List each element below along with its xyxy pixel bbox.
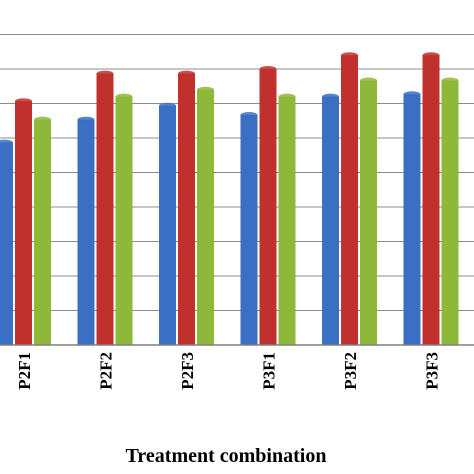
bar-shade-P3F1-s2 — [259, 69, 277, 345]
bar-cap-P2F2-s1 — [77, 116, 95, 123]
bar-cap-P2F2-s3 — [115, 93, 133, 100]
bar-shade-P2F2-s3 — [115, 96, 133, 345]
x-tick-label: P2F3 — [178, 352, 197, 390]
bar-cap-P2F1-s1 — [0, 139, 13, 146]
bar-shade-P3F1-s3 — [278, 96, 296, 345]
bar-shade-P2F1-s1 — [0, 142, 13, 345]
bar-shade-P3F3-s1 — [403, 94, 421, 345]
bars — [0, 52, 459, 345]
bar-cap-P3F3-s3 — [441, 77, 459, 84]
bar-cap-P2F3-s3 — [197, 86, 214, 93]
bar-cap-P2F3-s2 — [178, 70, 195, 77]
bar-shade-P2F1-s3 — [34, 119, 51, 345]
bar-shade-P3F3-s2 — [422, 55, 440, 345]
x-tick-label: P3F3 — [423, 352, 442, 390]
bar-shade-P2F3-s3 — [197, 89, 214, 345]
bar-cap-P3F3-s1 — [403, 91, 421, 98]
bar-shade-P3F2-s1 — [322, 96, 339, 345]
bar-shade-P2F2-s1 — [77, 119, 95, 345]
x-axis-title: Treatment combination — [126, 445, 327, 467]
x-tick-label: P2F2 — [97, 352, 116, 390]
x-tick-label: P3F1 — [260, 352, 279, 390]
x-tick-label: P3F2 — [341, 352, 360, 390]
bar-cap-P3F2-s2 — [341, 52, 358, 59]
bar-cap-P3F1-s1 — [240, 112, 258, 118]
x-tick-labels: P2F1 P2F2 P2F3 P3F1 P3F2 P3F3 — [15, 352, 442, 390]
x-tick-label: P2F1 — [15, 352, 34, 390]
bar-cap-P3F2-s3 — [360, 77, 377, 84]
bar-cap-P2F3-s1 — [159, 102, 176, 109]
bar-shade-P3F3-s3 — [441, 80, 459, 345]
bar-shade-P3F2-s3 — [360, 80, 377, 345]
bar-shade-P3F2-s2 — [341, 55, 358, 345]
bar-cap-P2F1-s2 — [15, 98, 32, 105]
bar-cap-P3F1-s2 — [259, 66, 277, 72]
bar-cap-P3F1-s3 — [278, 93, 296, 100]
bar-cap-P2F1-s3 — [34, 116, 51, 123]
bar-cap-P3F3-s2 — [422, 52, 440, 59]
bar-cap-P3F2-s1 — [322, 93, 339, 100]
bar-shade-P2F3-s2 — [178, 73, 195, 345]
bar-shade-P2F2-s2 — [96, 73, 114, 345]
bar-shade-P3F1-s1 — [240, 115, 258, 345]
bar-cap-P2F2-s2 — [96, 70, 114, 77]
bar-shade-P2F3-s1 — [159, 105, 176, 345]
bar-shade-P2F1-s2 — [15, 101, 32, 345]
